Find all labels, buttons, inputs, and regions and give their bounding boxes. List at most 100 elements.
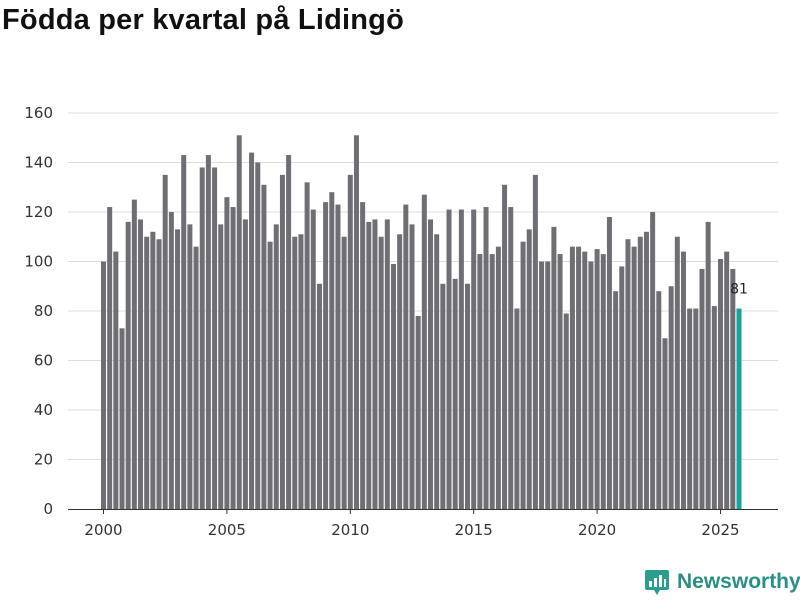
bar bbox=[662, 338, 668, 509]
bar bbox=[588, 261, 594, 509]
bar bbox=[403, 204, 409, 509]
bar bbox=[205, 155, 211, 509]
y-tick-label: 140 bbox=[24, 154, 53, 172]
bar bbox=[273, 224, 279, 509]
bar bbox=[162, 174, 168, 509]
bar bbox=[477, 254, 483, 509]
bar bbox=[335, 204, 341, 509]
bar bbox=[539, 261, 545, 509]
bar bbox=[113, 251, 119, 509]
bar bbox=[187, 224, 193, 509]
bar bbox=[316, 283, 322, 509]
y-tick-label: 100 bbox=[24, 253, 53, 271]
page-title: Födda per kvartal på Lidingö bbox=[2, 4, 404, 36]
bar bbox=[545, 261, 551, 509]
bar bbox=[119, 328, 125, 509]
bar bbox=[446, 209, 452, 509]
bar bbox=[718, 259, 723, 509]
bar bbox=[508, 207, 514, 510]
bar bbox=[458, 209, 464, 509]
bar bbox=[107, 207, 113, 510]
bar bbox=[366, 221, 372, 509]
bar bbox=[397, 234, 403, 509]
bar bbox=[267, 241, 273, 509]
brand-name: Newsworthy bbox=[677, 570, 800, 593]
bar bbox=[138, 219, 144, 510]
x-tick-label: 2000 bbox=[84, 521, 122, 539]
bar bbox=[390, 263, 396, 509]
latest-value-label: 81 bbox=[730, 282, 748, 298]
y-tick-label: 120 bbox=[24, 203, 53, 221]
bar bbox=[526, 229, 532, 509]
bar bbox=[193, 246, 199, 509]
bars bbox=[101, 135, 742, 510]
bar bbox=[131, 199, 137, 509]
brand-logo: Newsworthy bbox=[645, 568, 800, 596]
bar bbox=[249, 152, 255, 509]
bar bbox=[730, 268, 736, 509]
bar-latest bbox=[736, 308, 742, 509]
bar bbox=[372, 219, 378, 510]
bar bbox=[428, 219, 434, 510]
bar bbox=[218, 224, 224, 509]
bar bbox=[181, 155, 187, 509]
bar bbox=[489, 254, 495, 509]
bar bbox=[298, 234, 304, 509]
bar bbox=[674, 236, 680, 509]
bar bbox=[699, 268, 705, 509]
y-tick-label: 60 bbox=[34, 352, 53, 370]
y-tick-label: 0 bbox=[43, 500, 53, 518]
x-tick-label: 2015 bbox=[455, 521, 493, 539]
bar bbox=[656, 291, 662, 509]
bar bbox=[347, 174, 353, 509]
bar bbox=[261, 184, 267, 509]
bar bbox=[199, 167, 205, 509]
bar bbox=[212, 167, 218, 509]
y-tick-label: 20 bbox=[34, 451, 53, 469]
bar bbox=[557, 254, 563, 509]
y-axis: 0 20 40 60 80 100 120 140 160 bbox=[24, 104, 53, 518]
x-tick-label: 2010 bbox=[331, 521, 369, 539]
bar bbox=[693, 308, 699, 509]
bar bbox=[576, 246, 582, 509]
bar bbox=[323, 202, 329, 509]
bar bbox=[125, 221, 131, 509]
bar bbox=[551, 226, 557, 509]
bar bbox=[514, 308, 520, 509]
bar bbox=[421, 194, 427, 510]
bar bbox=[680, 251, 686, 509]
bar bbox=[711, 306, 717, 509]
bar bbox=[304, 182, 310, 510]
bar bbox=[310, 209, 316, 509]
bar bbox=[255, 162, 261, 509]
bar bbox=[724, 251, 730, 509]
bar bbox=[606, 216, 612, 509]
bar bbox=[353, 135, 359, 509]
bar bbox=[631, 246, 637, 509]
bar bbox=[532, 174, 538, 509]
bar bbox=[483, 207, 489, 510]
bar bbox=[465, 283, 471, 509]
bar bbox=[502, 184, 508, 509]
bar bbox=[292, 236, 298, 509]
x-tick-label: 2020 bbox=[578, 521, 616, 539]
bar bbox=[582, 251, 588, 509]
bar bbox=[643, 231, 649, 510]
bar bbox=[569, 246, 575, 509]
bar bbox=[619, 266, 625, 509]
bar bbox=[279, 174, 285, 509]
bar bbox=[563, 313, 569, 509]
x-tick-label: 2025 bbox=[701, 521, 739, 539]
bar bbox=[434, 234, 440, 509]
newsworthy-logo-icon bbox=[645, 570, 669, 595]
bar bbox=[168, 212, 174, 509]
x-tick-label: 2005 bbox=[208, 521, 246, 539]
bar bbox=[415, 315, 421, 509]
bar bbox=[360, 202, 366, 509]
bar bbox=[156, 239, 162, 509]
bar bbox=[242, 219, 248, 510]
bar bbox=[650, 212, 656, 509]
bar bbox=[150, 231, 156, 510]
bar bbox=[471, 209, 477, 509]
